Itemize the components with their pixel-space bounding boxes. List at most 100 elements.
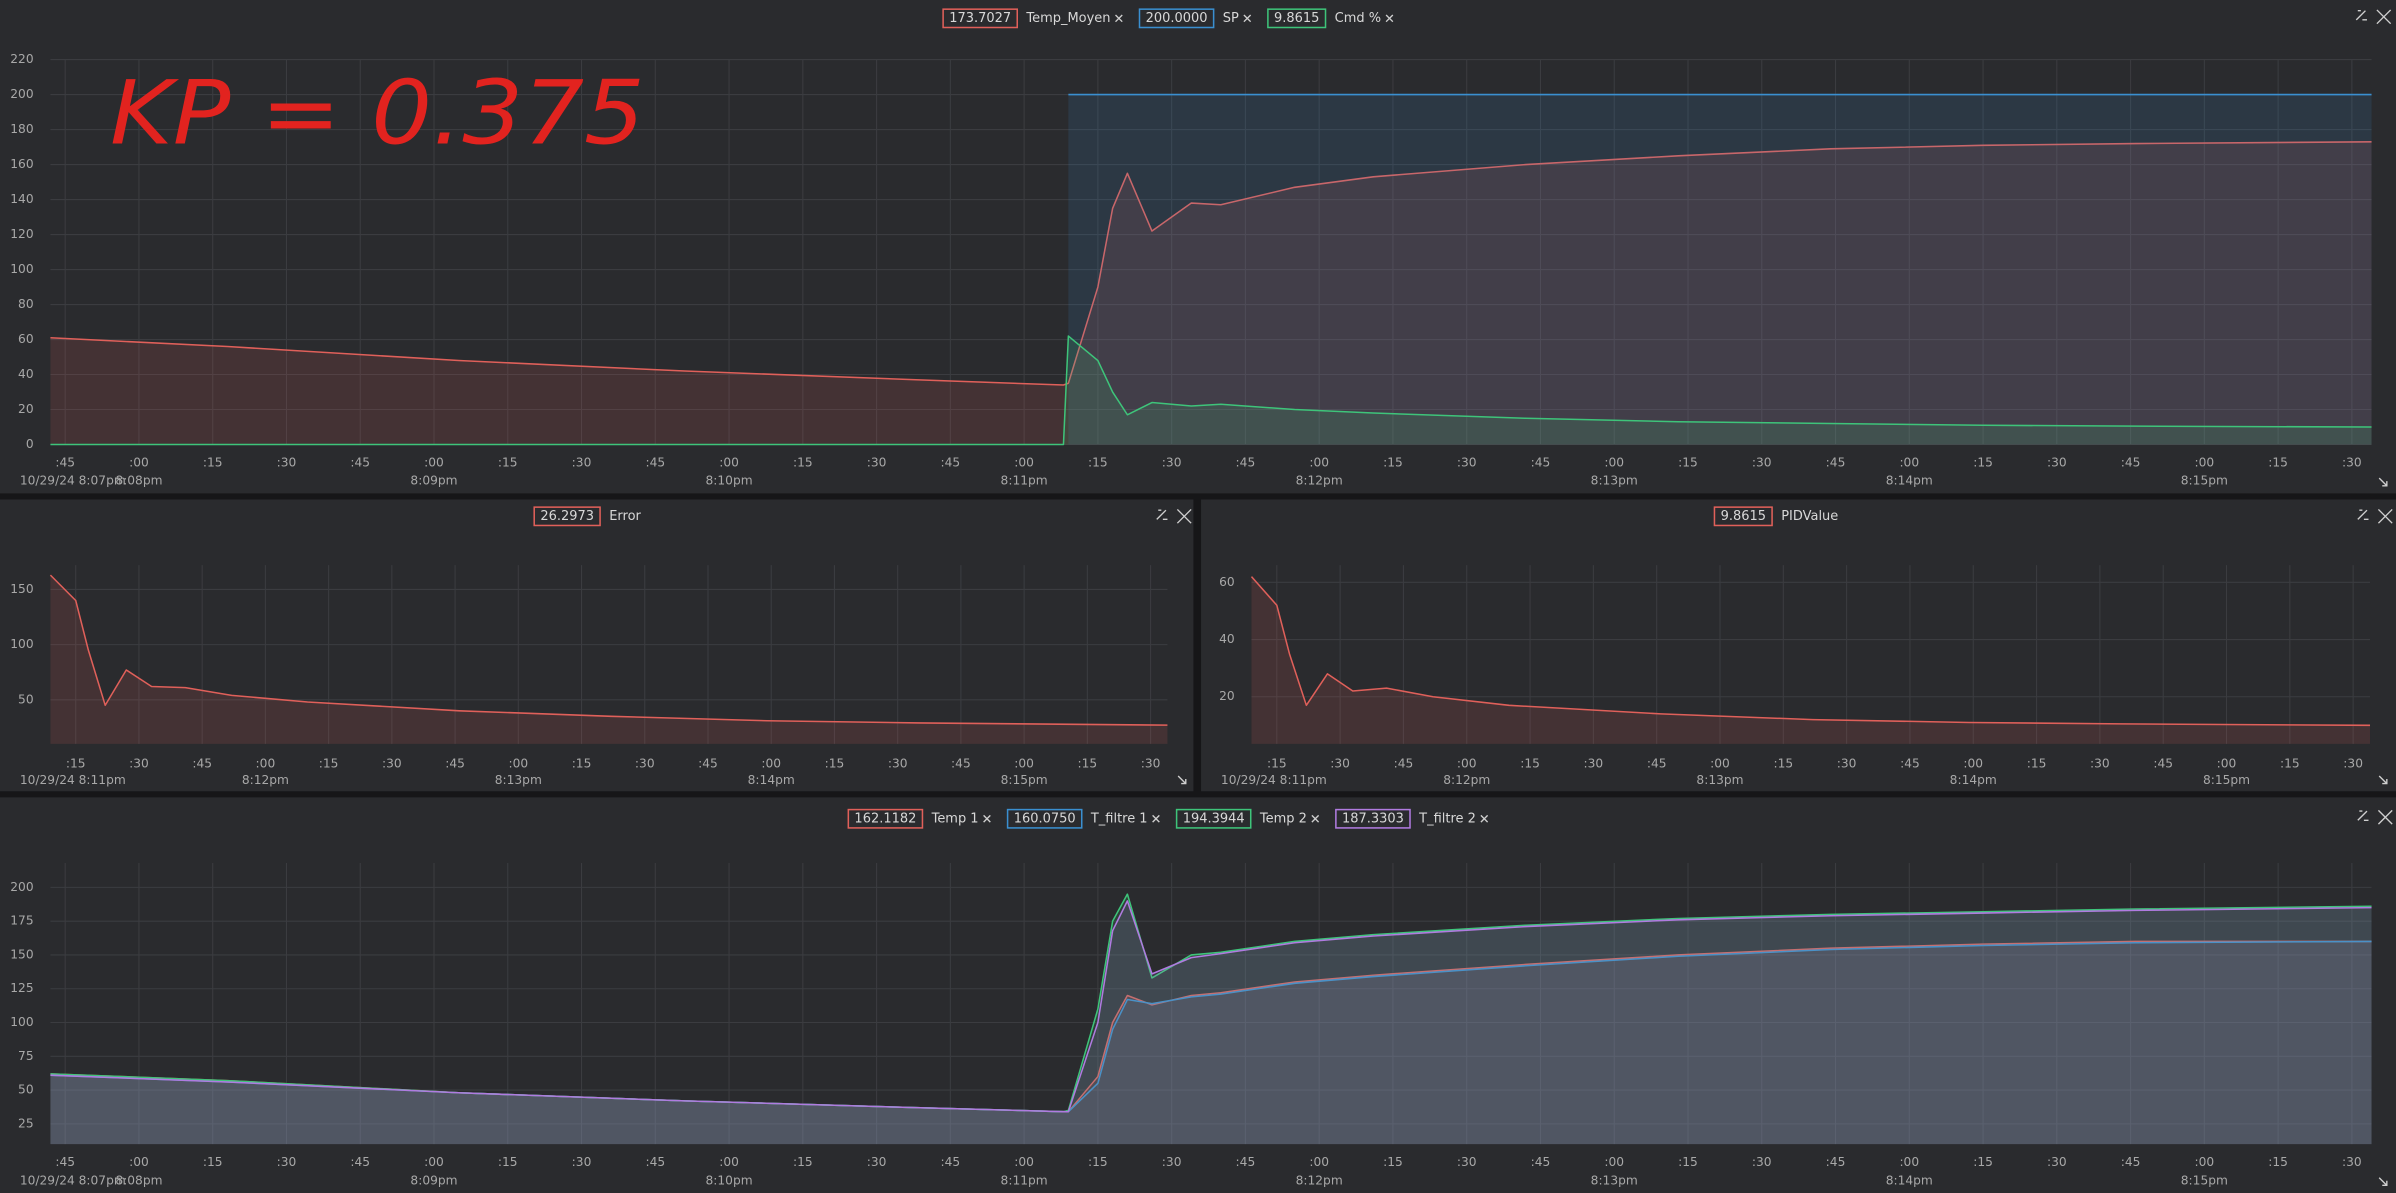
- legend-remove[interactable]: [1115, 14, 1123, 23]
- x-tick-label: :00: [424, 455, 444, 469]
- x-tick-label: :30: [1141, 756, 1161, 770]
- y-tick-label: 0: [26, 437, 34, 451]
- x-tick-label: :15: [1678, 455, 1698, 469]
- close-panel[interactable]: [1176, 508, 1192, 524]
- y-tick-label: 50: [18, 1083, 34, 1097]
- x-tick-label: :00: [2195, 1155, 2215, 1169]
- x-tick-label: :45: [1394, 756, 1414, 770]
- x-tick-label: :30: [635, 756, 655, 770]
- x-tick-label: :30: [277, 1155, 297, 1169]
- legend-remove[interactable]: [1243, 14, 1252, 23]
- legend-name: T_filtre 1: [1090, 811, 1148, 826]
- x-tick-label: :30: [2343, 756, 2363, 770]
- x-major-tick-label: 8:14pm: [1886, 1173, 1933, 1187]
- series-area: [50, 941, 2372, 1145]
- legend-name: T_filtre 2: [1418, 811, 1476, 826]
- y-tick-label: 40: [1219, 632, 1235, 646]
- legend-value-box: [942, 8, 1019, 29]
- y-tick-label: 60: [18, 332, 34, 346]
- x-tick-label: :45: [1826, 455, 1846, 469]
- series-area: [50, 900, 2372, 1145]
- x-tick-label: :45: [1236, 455, 1256, 469]
- legend-name: Temp 1: [931, 811, 979, 826]
- legend: 162.1182 Temp 1 160.0750 T_filtre 1 194.3944…: [847, 808, 1489, 829]
- y-tick-label: 200: [10, 880, 33, 894]
- legend-remove[interactable]: [1480, 814, 1489, 823]
- x-major-tick-label: 8:15pm: [2181, 474, 2228, 488]
- y-tick-label: 75: [18, 1049, 34, 1063]
- x-tick-label: :00: [1014, 1155, 1034, 1169]
- x-tick-label: :30: [867, 455, 887, 469]
- annotation: KP = 0.375: [110, 62, 645, 165]
- y-tick-label: 100: [10, 637, 33, 651]
- zoom-icon[interactable]: [2357, 509, 2369, 521]
- legend-value: 9.8615: [1274, 11, 1319, 26]
- x-major-tick-label: 8:08pm: [115, 474, 162, 488]
- legend-remove[interactable]: [1385, 14, 1394, 23]
- x-tick-label: :30: [888, 756, 908, 770]
- x-tick-label: :45: [941, 1155, 961, 1169]
- resize-handle[interactable]: [2378, 477, 2388, 487]
- x-tick-label: :00: [2195, 455, 2215, 469]
- y-tick-label: 20: [18, 402, 34, 416]
- y-tick-label: 100: [10, 1015, 33, 1029]
- x-tick-label: :30: [2047, 1155, 2067, 1169]
- legend-remove[interactable]: [1152, 814, 1160, 823]
- x-tick-label: :00: [129, 455, 149, 469]
- x-major-tick-label: 8:09pm: [410, 474, 457, 488]
- resize-handle[interactable]: [2378, 775, 2388, 785]
- x-tick-label: :00: [1604, 455, 1624, 469]
- x-tick-label: :00: [424, 1155, 444, 1169]
- series-line: [50, 141, 2372, 386]
- x-tick-label: :30: [572, 455, 592, 469]
- panel: [1201, 499, 2396, 792]
- x-tick-label: :00: [719, 455, 739, 469]
- x-tick-label: :30: [2342, 1155, 2362, 1169]
- legend-name: Cmd %: [1335, 11, 1381, 26]
- zoom-icon[interactable]: [2355, 10, 2367, 21]
- y-tick-label: 80: [18, 297, 34, 311]
- y-tick-label: 140: [10, 192, 33, 206]
- resize-handle[interactable]: [1177, 775, 1187, 785]
- close-panel[interactable]: [2376, 9, 2392, 25]
- x-tick-label: :30: [867, 1155, 887, 1169]
- x-tick-label: :15: [825, 756, 845, 770]
- x-tick-label: :00: [1014, 756, 1034, 770]
- x-tick-label: :30: [129, 756, 149, 770]
- x-tick-label: :00: [1457, 756, 1477, 770]
- resize-handle[interactable]: [2378, 1177, 2388, 1187]
- x-tick-label: :00: [2217, 756, 2237, 770]
- x-tick-label: :45: [2121, 455, 2141, 469]
- x-tick-label: :45: [1531, 455, 1551, 469]
- x-tick-label: :00: [1710, 756, 1730, 770]
- y-tick-label: 200: [10, 87, 33, 101]
- series-area: [50, 336, 2372, 445]
- x-major-tick-label: 8:12pm: [1296, 474, 1343, 488]
- zoom-icon[interactable]: [2357, 810, 2369, 821]
- x-tick-label: :30: [2342, 455, 2362, 469]
- x-tick-label: :15: [1520, 756, 1540, 770]
- x-tick-label: :00: [1899, 1155, 1919, 1169]
- x-tick-label: :30: [1837, 756, 1857, 770]
- legend-name: SP: [1223, 11, 1239, 26]
- legend-value: 173.7027: [949, 11, 1011, 26]
- zoom-icon[interactable]: [1156, 509, 1168, 521]
- legend-value: 162.1182: [854, 811, 916, 826]
- y-tick-label: 20: [1219, 689, 1235, 703]
- x-tick-label: :15: [319, 756, 339, 770]
- x-tick-label: :45: [55, 1155, 75, 1169]
- legend-remove[interactable]: [983, 814, 991, 823]
- x-tick-label: :30: [1457, 1155, 1477, 1169]
- y-tick-label: 125: [10, 981, 33, 995]
- x-tick-label: :45: [1647, 756, 1667, 770]
- close-panel[interactable]: [2377, 809, 2393, 825]
- x-major-tick-label: 8:14pm: [1950, 773, 1997, 787]
- close-panel[interactable]: [2377, 508, 2393, 524]
- legend-remove[interactable]: [1311, 814, 1320, 823]
- x-major-tick-label: 8:14pm: [748, 773, 795, 787]
- legend-value-box: [1267, 8, 1327, 29]
- x-tick-label: :15: [1267, 756, 1287, 770]
- x-tick-label: :30: [1752, 455, 1772, 469]
- legend-value: 194.3944: [1183, 811, 1245, 826]
- x-major-tick-label: 8:12pm: [1296, 1173, 1343, 1187]
